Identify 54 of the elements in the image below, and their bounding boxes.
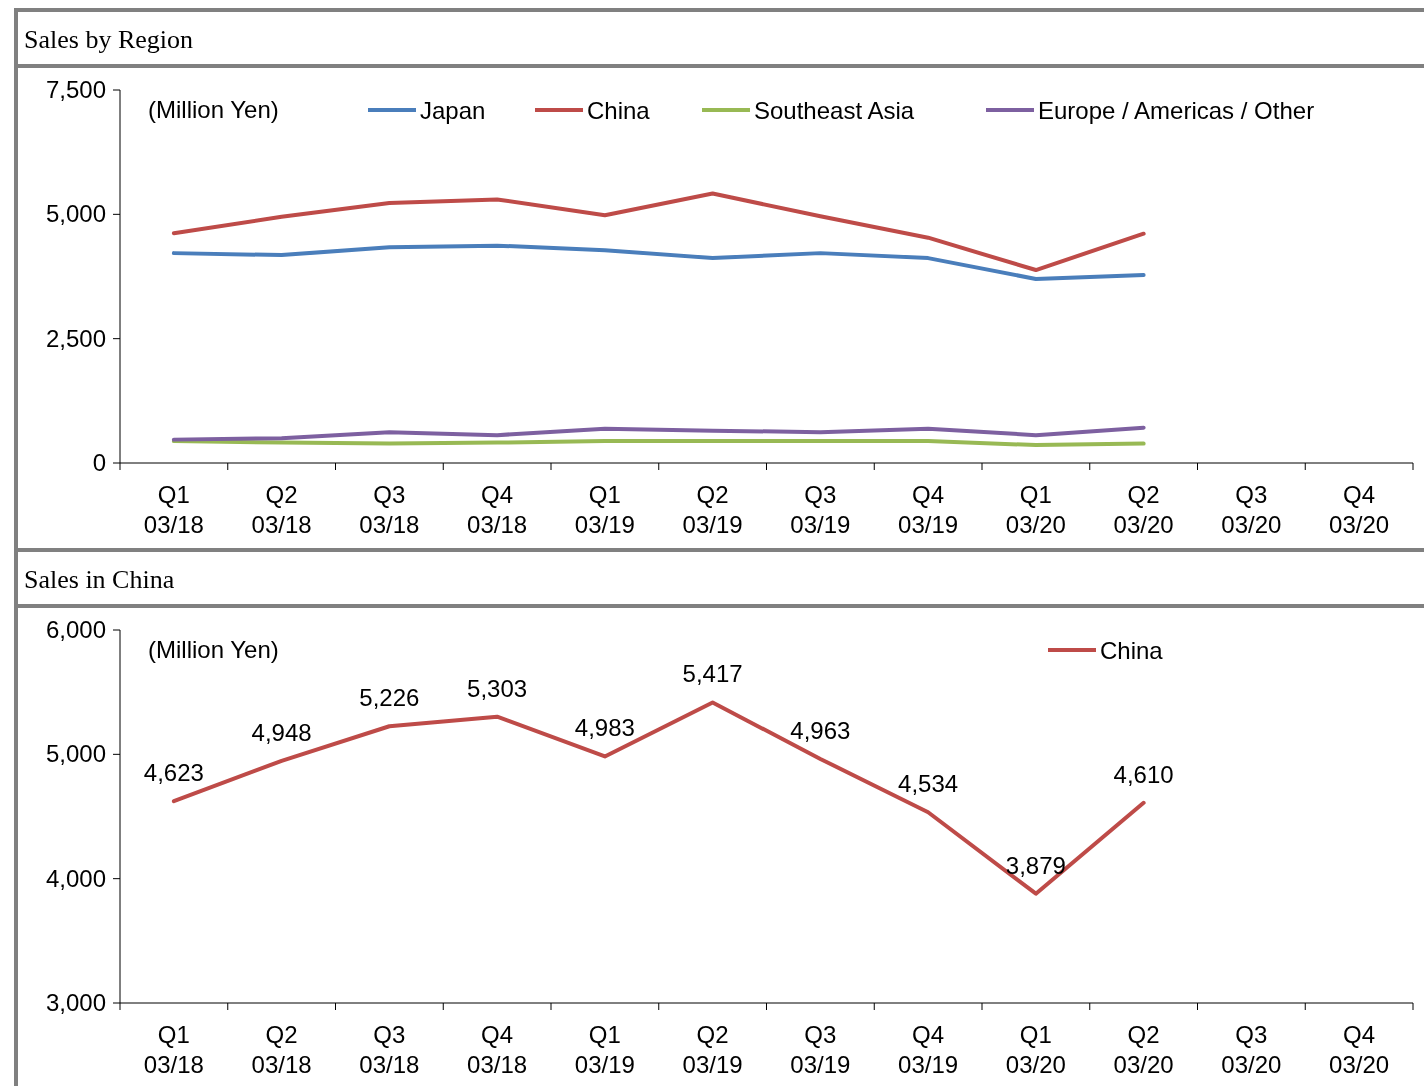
x-tick-label: Q1 03/20 bbox=[1005, 1021, 1066, 1078]
legend-label: China bbox=[587, 97, 651, 124]
annotation: (Million Yen) bbox=[148, 636, 279, 663]
data-label: 4,610 bbox=[1113, 760, 1174, 788]
x-tick-label: Q4 03/20 bbox=[1329, 481, 1390, 538]
x-tick-label: Q4 03/19 bbox=[898, 481, 959, 538]
x-tick-label: Q3 03/20 bbox=[1221, 481, 1282, 538]
legend-label: Japan bbox=[420, 97, 486, 124]
x-tick-label: Q3 03/19 bbox=[790, 481, 851, 538]
annotation: (Million Yen) bbox=[148, 96, 279, 123]
x-tick-label: Q3 03/18 bbox=[359, 481, 420, 538]
line-series bbox=[171, 425, 1146, 442]
x-tick-label: Q3 03/18 bbox=[359, 1021, 420, 1078]
x-tick-label: Q1 03/18 bbox=[143, 481, 204, 538]
x-tick-label: Q2 03/18 bbox=[251, 1021, 312, 1078]
y-tick-label: 6,000 bbox=[45, 616, 106, 643]
x-tick-label: Q2 03/20 bbox=[1113, 481, 1174, 538]
chart-title: Sales in China bbox=[24, 565, 175, 594]
x-tick-label: Q4 03/20 bbox=[1329, 1021, 1390, 1078]
data-label: 4,623 bbox=[143, 759, 204, 787]
data-label: 4,963 bbox=[790, 716, 851, 744]
x-tick-label: Q3 03/20 bbox=[1221, 1021, 1282, 1078]
x-tick-label: Q2 03/19 bbox=[682, 481, 743, 538]
legend-label: China bbox=[1100, 637, 1164, 664]
legend-label: Southeast Asia bbox=[754, 97, 915, 124]
x-tick-label: Q4 03/18 bbox=[467, 1021, 528, 1078]
data-label: 3,879 bbox=[1005, 851, 1066, 879]
y-tick-label: 7,500 bbox=[45, 76, 106, 103]
y-tick-label: 0 bbox=[92, 449, 106, 476]
data-label: 4,983 bbox=[574, 714, 635, 742]
data-label: 4,534 bbox=[898, 770, 959, 798]
line-series bbox=[171, 191, 1146, 273]
chart-title: Sales by Region bbox=[24, 25, 193, 54]
x-tick-label: Q1 03/19 bbox=[574, 1021, 635, 1078]
y-tick-label: 2,500 bbox=[45, 324, 106, 352]
x-tick-label: Q1 03/18 bbox=[143, 1021, 204, 1078]
y-tick-label: 5,000 bbox=[45, 200, 106, 228]
data-label: 5,226 bbox=[359, 684, 420, 712]
line-series bbox=[171, 243, 1146, 281]
y-tick-label: 4,000 bbox=[45, 864, 106, 892]
x-tick-label: Q4 03/19 bbox=[898, 1021, 959, 1078]
x-tick-label: Q2 03/20 bbox=[1113, 1021, 1174, 1078]
x-tick-label: Q1 03/20 bbox=[1005, 481, 1066, 538]
data-label: 4,948 bbox=[251, 718, 312, 746]
legend-label: Europe / Americas / Other bbox=[1038, 97, 1315, 124]
y-tick-label: 5,000 bbox=[45, 740, 106, 768]
x-tick-label: Q4 03/18 bbox=[467, 481, 528, 538]
data-label: 5,417 bbox=[682, 660, 743, 688]
data-label: 5,303 bbox=[467, 674, 528, 702]
y-tick-label: 3,000 bbox=[45, 989, 106, 1016]
x-tick-label: Q2 03/19 bbox=[682, 1021, 743, 1078]
x-tick-label: Q2 03/18 bbox=[251, 481, 312, 538]
x-tick-label: Q1 03/19 bbox=[574, 481, 635, 538]
x-tick-label: Q3 03/19 bbox=[790, 1021, 851, 1078]
